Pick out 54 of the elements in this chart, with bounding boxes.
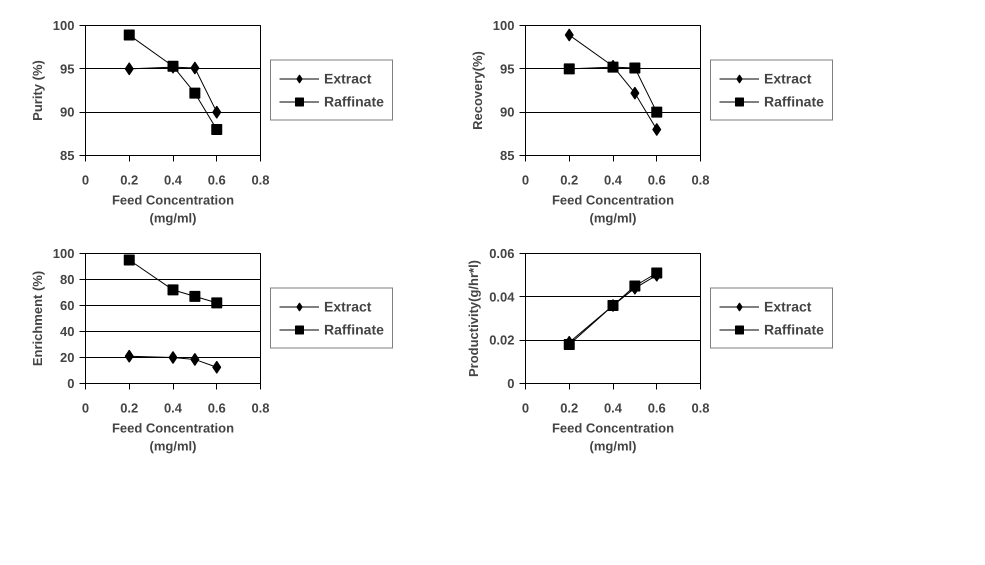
x-tick-label: 0 — [522, 400, 530, 416]
legend-label: Extract — [764, 298, 812, 314]
x-tick-label: 0.4 — [164, 172, 183, 188]
x-tick-label: 0.2 — [560, 172, 578, 188]
y-tick-label: 40 — [60, 324, 75, 339]
y-tick-label: 0 — [507, 376, 515, 391]
x-tick-label: 0.2 — [120, 400, 138, 416]
y-tick-label: 95 — [500, 61, 515, 76]
y-tick-label: 100 — [492, 18, 515, 33]
y-tick-label: 0.02 — [489, 332, 515, 348]
x-tick-label: 0.2 — [560, 400, 578, 416]
y-tick-label: 90 — [500, 104, 515, 120]
x-tick-label: 0.8 — [251, 172, 270, 188]
x-tick-label: 0.6 — [208, 172, 226, 188]
legend-label: Extract — [324, 70, 372, 86]
x-axis-title: Feed Concentration (mg/ml) — [552, 420, 674, 454]
x-tick-label: 0 — [82, 400, 90, 416]
x-tick-label: 0.4 — [164, 400, 183, 416]
legend-label: Raffinate — [324, 94, 384, 110]
x-axis-title: Feed Concentration (mg/ml) — [112, 192, 234, 226]
legend-label: Extract — [324, 298, 372, 314]
x-tick-label: 0.4 — [604, 400, 623, 416]
y-tick-label: 100 — [52, 246, 75, 261]
x-tick-label: 0.4 — [604, 172, 623, 188]
x-axis-title: Feed Concentration (mg/ml) — [552, 192, 674, 226]
y-tick-label: 80 — [60, 272, 75, 287]
y-tick-label: 20 — [60, 350, 75, 365]
y-tick-label: 0.06 — [489, 246, 515, 261]
y-axis-title: Productivity(g/hr*l) — [466, 260, 482, 378]
legend-label: Extract — [764, 70, 812, 86]
y-tick-label: 85 — [500, 148, 515, 163]
x-tick-label: 0 — [82, 172, 90, 188]
x-tick-label: 0.8 — [251, 400, 270, 416]
legend-label: Raffinate — [764, 94, 824, 110]
y-tick-label: 100 — [52, 18, 75, 33]
x-tick-label: 0.6 — [648, 172, 666, 188]
legend-label: Raffinate — [324, 322, 384, 338]
x-tick-label: 0.8 — [691, 400, 710, 416]
y-axis-title: Enrichment (%) — [30, 270, 45, 366]
y-axis-title: Recovery(%) — [470, 51, 485, 130]
x-tick-label: 0.6 — [208, 400, 226, 416]
x-axis-title: Feed Concentration (mg/ml) — [112, 420, 234, 454]
y-tick-label: 60 — [60, 298, 75, 313]
legend-label: Raffinate — [764, 322, 824, 338]
x-tick-label: 0 — [522, 172, 530, 188]
y-tick-label: 0 — [67, 376, 75, 391]
x-tick-label: 0.2 — [120, 172, 138, 188]
x-tick-label: 0.6 — [648, 400, 666, 416]
x-tick-label: 0.8 — [691, 172, 710, 188]
y-tick-label: 85 — [60, 148, 75, 163]
y-axis-title: Purity (%) — [30, 60, 45, 121]
y-tick-label: 0.04 — [489, 289, 516, 304]
y-tick-label: 90 — [60, 104, 75, 120]
y-tick-label: 95 — [60, 61, 75, 76]
